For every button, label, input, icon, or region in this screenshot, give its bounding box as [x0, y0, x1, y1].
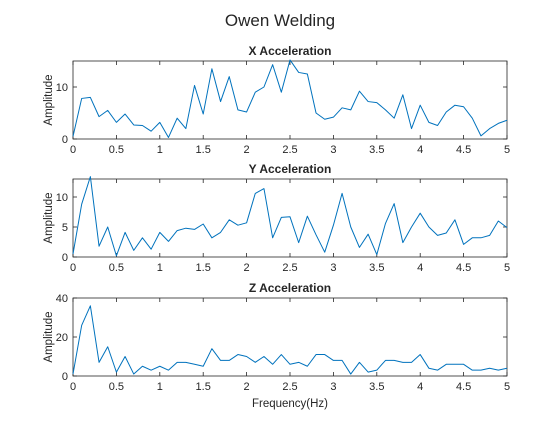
y-tick-label: 10	[56, 82, 68, 94]
x-tick-label: 5	[504, 381, 510, 393]
x-tick-label: 0	[70, 144, 76, 156]
x-tick-label: 2	[244, 381, 250, 393]
axes-box	[72, 60, 508, 140]
x-tick-label: 4	[417, 381, 423, 393]
series-line	[72, 59, 508, 138]
x-tick-label: 2.5	[282, 262, 297, 274]
x-tick-label: 0	[70, 262, 76, 274]
x-tick-label: 1.5	[196, 262, 211, 274]
x-tick-label: 4.5	[456, 262, 471, 274]
y-tick-label: 10	[56, 192, 68, 204]
x-tick-label: 0.5	[109, 144, 124, 156]
x-tick-label: 3.5	[369, 262, 384, 274]
series-line	[72, 305, 508, 375]
x-tick-label: 0.5	[109, 381, 124, 393]
x-tick-label: 2.5	[282, 144, 297, 156]
subplot-title: Z Acceleration	[249, 281, 331, 295]
x-tick-label: 3.5	[369, 381, 384, 393]
x-tick-label: 3.5	[369, 144, 384, 156]
x-tick-label: 5	[504, 262, 510, 274]
x-tick-label: 4	[417, 144, 423, 156]
subplot-3: Z Acceleration 0 0.5 1 1.5 2 2.5 3 3.5 4 4.5 5 0 20 40…	[43, 281, 510, 410]
subplot-1: X Acceleration 0 0.5 1 1.5 2 2.5 3 3.5 4 4.5 5 0 10Am…	[43, 44, 510, 156]
subplot-title: X Acceleration	[249, 44, 332, 58]
x-tick-label: 1	[157, 144, 163, 156]
x-tick-label: 1.5	[196, 381, 211, 393]
series-line	[72, 176, 508, 257]
x-tick-label: 3	[330, 262, 336, 274]
x-tick-label: 1	[157, 262, 163, 274]
x-tick-label: 4	[417, 262, 423, 274]
y-tick-label: 40	[56, 293, 68, 305]
y-tick-label: 20	[56, 332, 68, 344]
x-tick-label: 2.5	[282, 381, 297, 393]
y-tick-label: 0	[62, 252, 68, 264]
x-axis-label: Frequency(Hz)	[252, 398, 328, 410]
figure-title: Owen Welding	[225, 11, 335, 30]
x-tick-label: 1.5	[196, 144, 211, 156]
subplot-title: Y Acceleration	[249, 162, 332, 176]
y-tick-label: 5	[62, 222, 68, 234]
y-axis-label: Amplitude	[43, 311, 55, 362]
x-tick-label: 2	[244, 144, 250, 156]
x-tick-label: 4.5	[456, 144, 471, 156]
x-tick-label: 5	[504, 144, 510, 156]
y-tick-label: 0	[62, 371, 68, 383]
x-tick-label: 0.5	[109, 262, 124, 274]
subplot-2: Y Acceleration 0 0.5 1 1.5 2 2.5 3 3.5 4 4.5 5 0 5 10A…	[43, 162, 510, 274]
x-tick-label: 3	[330, 381, 336, 393]
y-tick-label: 0	[62, 134, 68, 146]
axes-box	[72, 297, 508, 377]
y-axis-label: Amplitude	[43, 74, 55, 125]
x-tick-label: 2	[244, 262, 250, 274]
x-tick-label: 1	[157, 381, 163, 393]
y-axis-label: Amplitude	[43, 192, 55, 243]
x-tick-label: 4.5	[456, 381, 471, 393]
x-tick-label: 3	[330, 144, 336, 156]
x-tick-label: 0	[70, 381, 76, 393]
